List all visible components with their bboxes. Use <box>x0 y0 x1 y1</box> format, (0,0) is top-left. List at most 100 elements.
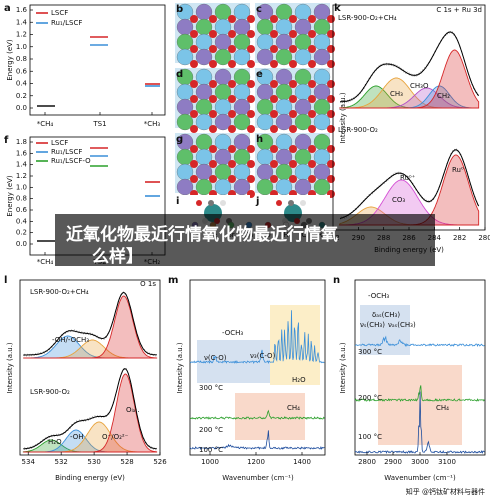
peak-label: Ruᵟ⁺ <box>400 174 416 182</box>
atom <box>196 200 202 206</box>
atom <box>247 60 255 68</box>
atom <box>308 15 316 23</box>
x-tick-label: 530 <box>87 458 100 466</box>
ir-spectrum <box>354 391 485 454</box>
legend-entry: LSCF <box>51 139 68 147</box>
sample-label: LSR-900-O₂ <box>30 388 70 396</box>
y-tick-label: 0.0 <box>16 240 27 248</box>
atom <box>190 175 198 183</box>
atom <box>209 175 217 183</box>
atom <box>289 110 297 118</box>
atom <box>313 48 331 66</box>
temperature-label: 300 °C <box>358 348 382 356</box>
atom <box>190 145 198 153</box>
banner-text: 么样】 <box>92 246 143 267</box>
envelope <box>340 31 480 103</box>
atom <box>270 95 278 103</box>
atom <box>270 15 278 23</box>
atom <box>256 113 274 131</box>
atom <box>308 30 316 38</box>
x-tick-label: 528 <box>120 458 133 466</box>
x-tick-label: 3100 <box>438 458 456 466</box>
ir-spectrum <box>354 335 485 347</box>
watermark: 知乎 @钙钛矿材料与器件 <box>406 487 485 496</box>
envelope <box>23 368 157 450</box>
atom <box>288 200 294 206</box>
atom <box>209 145 217 153</box>
atom <box>247 45 255 53</box>
atom <box>270 160 278 168</box>
peak-label: ν₃(C-O) <box>250 352 276 360</box>
x-tick-label: 3000 <box>411 458 429 466</box>
atom <box>209 110 217 118</box>
x-tick-label: 532 <box>54 458 67 466</box>
atom <box>209 125 217 133</box>
y-tick-label: 0.2 <box>16 229 27 237</box>
y-tick-label: 0.4 <box>16 80 28 88</box>
y-tick-label: 0.8 <box>16 55 27 63</box>
peak-label: H₂O <box>292 376 306 384</box>
atom <box>270 30 278 38</box>
envelope <box>339 149 480 219</box>
atom <box>228 175 236 183</box>
atom <box>270 125 278 133</box>
atom <box>327 60 335 68</box>
panel-label: n <box>333 275 340 286</box>
atom <box>247 145 255 153</box>
x-axis-label: Wavenumber (cm⁻¹) <box>222 474 294 482</box>
x-tick-label: 280 <box>478 234 490 242</box>
y-tick-label: 0.0 <box>16 104 27 112</box>
atom <box>190 80 198 88</box>
atom <box>195 113 213 131</box>
x-tick-label: *CH₄ <box>37 258 54 266</box>
atom <box>190 160 198 168</box>
panel-label: m <box>168 275 178 286</box>
peak-label: -OCH₃ <box>222 329 243 337</box>
y-tick-label: 1.4 <box>16 18 28 26</box>
atom <box>308 110 316 118</box>
x-tick-label: 282 <box>453 234 466 242</box>
atom <box>209 95 217 103</box>
y-tick-label: 0.2 <box>16 92 27 100</box>
peak-label: δₐₛ(CH₃) <box>372 311 400 319</box>
atom <box>190 45 198 53</box>
atom <box>308 80 316 88</box>
atom <box>247 30 255 38</box>
atom <box>228 60 236 68</box>
atom <box>308 145 316 153</box>
atom <box>190 95 198 103</box>
atom <box>209 80 217 88</box>
atom <box>289 95 297 103</box>
axes-frame <box>19 279 161 456</box>
panel-label: d <box>176 69 183 80</box>
x-tick-label: *CH₃ <box>144 120 161 128</box>
banner-text: 近氧化物最近行情氧化物最近行情氧 <box>66 224 338 245</box>
y-tick-label: 0.6 <box>16 206 28 214</box>
panel-label: l <box>4 275 7 286</box>
atom <box>247 160 255 168</box>
atom <box>308 45 316 53</box>
atom <box>308 175 316 183</box>
peak-label: CH₂ <box>437 92 450 100</box>
peak-label: CH₄ <box>436 404 449 412</box>
x-axis-label: Binding energy (eV) <box>55 474 125 482</box>
y-axis-label: Energy (eV) <box>6 175 14 217</box>
atom <box>327 125 335 133</box>
atom <box>247 125 255 133</box>
panel-label: h <box>256 134 263 145</box>
y-tick-label: 1.0 <box>16 183 27 191</box>
peak-label: -OCH₃ <box>368 292 389 300</box>
y-tick-label: 1.0 <box>16 43 27 51</box>
atom <box>190 60 198 68</box>
atom <box>247 95 255 103</box>
atom <box>233 48 251 66</box>
atom <box>233 113 251 131</box>
y-tick-label: 1.6 <box>16 149 28 157</box>
atom <box>176 113 194 131</box>
ir-spectrum <box>189 310 325 365</box>
atom <box>270 45 278 53</box>
atom <box>176 48 194 66</box>
band <box>360 305 410 355</box>
y-axis-label: Energy (eV) <box>6 39 14 81</box>
